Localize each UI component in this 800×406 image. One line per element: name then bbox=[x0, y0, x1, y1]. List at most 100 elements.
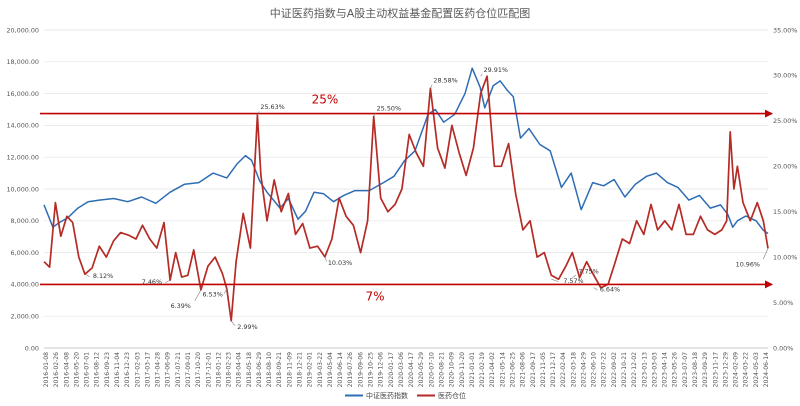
x-tick-label: 2016-09-23 bbox=[104, 352, 111, 388]
x-tick-label: 2016-12-23 bbox=[124, 352, 131, 388]
chart-title: 中证医药指数与A股主动权益基金配置医药仓位匹配图 bbox=[270, 6, 531, 20]
x-tick-label: 2023-01-13 bbox=[641, 352, 648, 388]
y-right-tick-label: 10.00% bbox=[773, 253, 797, 261]
annotation-label: 6.64% bbox=[600, 286, 620, 294]
x-tick-label: 2022-07-22 bbox=[601, 352, 608, 388]
x-tick-label: 2021-04-02 bbox=[489, 352, 496, 388]
x-tick-label: 2019-07-26 bbox=[347, 352, 354, 388]
y-left-tick-label: 0.00 bbox=[25, 344, 39, 352]
x-tick-label: 2023-08-18 bbox=[692, 352, 699, 388]
x-tick-label: 2024-06-14 bbox=[763, 352, 770, 388]
annotation-leader bbox=[165, 279, 171, 283]
x-tick-label: 2022-10-21 bbox=[621, 352, 628, 388]
annotation-label: 6.39% bbox=[171, 302, 191, 310]
y-left-tick-label: 14,000.00 bbox=[6, 122, 39, 130]
x-tick-label: 2018-02-23 bbox=[226, 352, 233, 388]
x-tick-label: 2021-08-06 bbox=[520, 352, 527, 388]
annotation-leader bbox=[430, 84, 433, 89]
x-tick-label: 2019-02-01 bbox=[307, 352, 314, 388]
y-left-tick-label: 4,000.00 bbox=[11, 281, 39, 289]
x-tick-label: 2024-02-09 bbox=[733, 352, 740, 388]
x-tick-label: 2017-07-21 bbox=[175, 352, 182, 388]
grid-layer bbox=[44, 29, 768, 349]
x-tick-label: 2018-04-04 bbox=[236, 352, 243, 388]
annotation-label: 25.50% bbox=[377, 104, 401, 112]
annotation-label: 25.63% bbox=[260, 103, 284, 111]
annotations: 8.12% 7.46% 6.39% 6.53% 2.99% 25.63% 10.03% 25.… bbox=[84, 66, 769, 331]
x-tick-label: 2019-09-06 bbox=[357, 352, 364, 388]
x-tick-label: 2021-06-25 bbox=[510, 352, 517, 388]
x-tick-label: 2016-05-20 bbox=[73, 352, 80, 388]
x-tick-label: 2019-03-22 bbox=[317, 352, 324, 388]
y-right-tick-label: 15.00% bbox=[773, 208, 797, 216]
y-left-tick-label: 6,000.00 bbox=[11, 249, 39, 257]
annotation-leader bbox=[324, 256, 327, 262]
annotation-leader bbox=[194, 289, 202, 301]
x-tick-label: 2016-08-12 bbox=[94, 352, 101, 388]
series-line-index bbox=[43, 67, 769, 235]
x-tick-label: 2021-11-05 bbox=[540, 352, 547, 388]
x-tick-label: 2019-10-25 bbox=[368, 352, 375, 388]
legend: 中证医药指数 医药仓位 bbox=[345, 391, 466, 400]
x-tick-label: 2020-10-09 bbox=[449, 352, 456, 388]
x-tick-label: 2019-12-06 bbox=[378, 352, 385, 388]
annotation-leader bbox=[593, 287, 598, 291]
annotation-label: 7.57% bbox=[563, 277, 583, 285]
y-axis-right: 0.00% 5.00% 10.00% 15.00% 20.00% 25.00% 30.00%… bbox=[773, 26, 797, 352]
annotation-label: 7.75% bbox=[578, 268, 598, 276]
y-right-tick-label: 20.00% bbox=[773, 163, 797, 171]
y-right-tick-label: 0.00% bbox=[773, 344, 793, 352]
x-tick-label: 2020-07-10 bbox=[428, 352, 435, 388]
x-tick-label: 2018-09-21 bbox=[276, 352, 283, 388]
x-tick-label: 2018-12-21 bbox=[297, 352, 304, 388]
x-tick-label: 2024-05-03 bbox=[753, 352, 760, 388]
x-axis: 2016-01-08 2016-02-26 2016-04-08 2016-05-20… bbox=[43, 347, 770, 388]
x-tick-label: 2021-02-19 bbox=[479, 352, 486, 388]
x-tick-label: 2016-07-01 bbox=[84, 352, 91, 388]
x-tick-label: 2019-06-14 bbox=[337, 352, 344, 388]
legend-label: 中证医药指数 bbox=[366, 391, 408, 400]
arrow-25-label: 25% bbox=[312, 93, 339, 107]
x-tick-label: 2020-03-06 bbox=[398, 352, 405, 388]
x-tick-label: 2022-02-04 bbox=[560, 352, 567, 388]
x-tick-label: 2023-09-29 bbox=[702, 352, 709, 388]
y-left-tick-label: 2,000.00 bbox=[11, 313, 39, 321]
annotation-leader bbox=[373, 112, 376, 117]
x-tick-label: 2016-11-04 bbox=[114, 352, 121, 388]
x-tick-label: 2023-05-26 bbox=[672, 352, 679, 388]
x-tick-label: 2019-05-04 bbox=[327, 352, 334, 388]
x-tick-label: 2021-12-17 bbox=[550, 352, 557, 388]
annotation-label: 10.03% bbox=[328, 259, 352, 267]
arrow-7-label: 7% bbox=[365, 289, 384, 303]
x-tick-label: 2022-04-29 bbox=[581, 352, 588, 388]
y-right-tick-label: 25.00% bbox=[773, 117, 797, 125]
annotation-leader bbox=[480, 73, 483, 77]
x-tick-label: 2017-04-28 bbox=[155, 352, 162, 388]
annotation-label: 8.12% bbox=[93, 272, 113, 280]
annotation-label: 6.53% bbox=[202, 291, 222, 299]
legend-label: 医药仓位 bbox=[438, 391, 466, 400]
x-tick-label: 2018-11-09 bbox=[286, 352, 293, 388]
x-tick-label: 2018-01-12 bbox=[215, 352, 222, 388]
y-right-tick-label: 35.00% bbox=[773, 26, 797, 34]
x-tick-label: 2016-04-08 bbox=[63, 352, 70, 388]
y-left-tick-label: 10,000.00 bbox=[6, 185, 39, 193]
annotation-label: 2.99% bbox=[237, 323, 257, 331]
annotation-leader bbox=[231, 320, 236, 326]
x-tick-label: 2021-09-17 bbox=[530, 352, 537, 388]
y-left-tick-label: 20,000.00 bbox=[6, 26, 39, 34]
x-tick-label: 2016-02-26 bbox=[53, 352, 60, 388]
x-tick-label: 2023-11-17 bbox=[712, 352, 719, 388]
x-tick-label: 2022-03-18 bbox=[570, 352, 577, 388]
x-tick-label: 2020-04-17 bbox=[408, 352, 415, 388]
reference-arrows: 25% 7% bbox=[40, 93, 773, 303]
x-tick-label: 2022-06-10 bbox=[591, 352, 598, 388]
x-tick-label: 2017-03-17 bbox=[144, 352, 151, 388]
x-tick-label: 2020-08-21 bbox=[439, 352, 446, 388]
x-tick-label: 2023-12-29 bbox=[722, 352, 729, 388]
y-left-tick-label: 16,000.00 bbox=[6, 90, 39, 98]
series-layer bbox=[43, 67, 769, 322]
series-line-weight bbox=[43, 75, 769, 322]
